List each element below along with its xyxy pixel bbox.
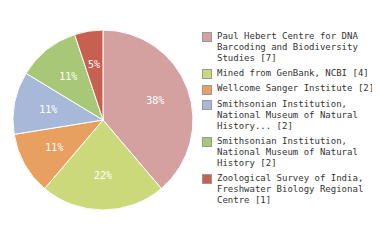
svg-text:22%: 22% <box>94 170 112 181</box>
html-text:Smithsonian Institution, Natio: Smithsonian Institution, National Museum… <box>217 135 358 168</box>
svg-text:38%: 38% <box>146 95 164 106</box>
html-text:Mined from GenBank, NCBI [4]: Mined from GenBank, NCBI [4] <box>217 67 369 78</box>
html-text:Zoological Survey of India, Fr: Zoological Survey of India, Freshwater B… <box>217 172 364 205</box>
svg-text:5%: 5% <box>88 59 100 70</box>
html-text:Paul Hebert Centre for DNA Bar: Paul Hebert Centre for DNA Barcoding and… <box>217 30 358 63</box>
html-text:Wellcome Sanger Institute [2]: Wellcome Sanger Institute [2] <box>217 83 375 93</box>
svg-text:11%: 11% <box>45 142 63 153</box>
html-text:Smithsonian Institution, Natio: Smithsonian Institution, National Museum… <box>217 98 358 131</box>
svg-text:11%: 11% <box>39 104 57 115</box>
svg-text:11%: 11% <box>59 71 77 82</box>
